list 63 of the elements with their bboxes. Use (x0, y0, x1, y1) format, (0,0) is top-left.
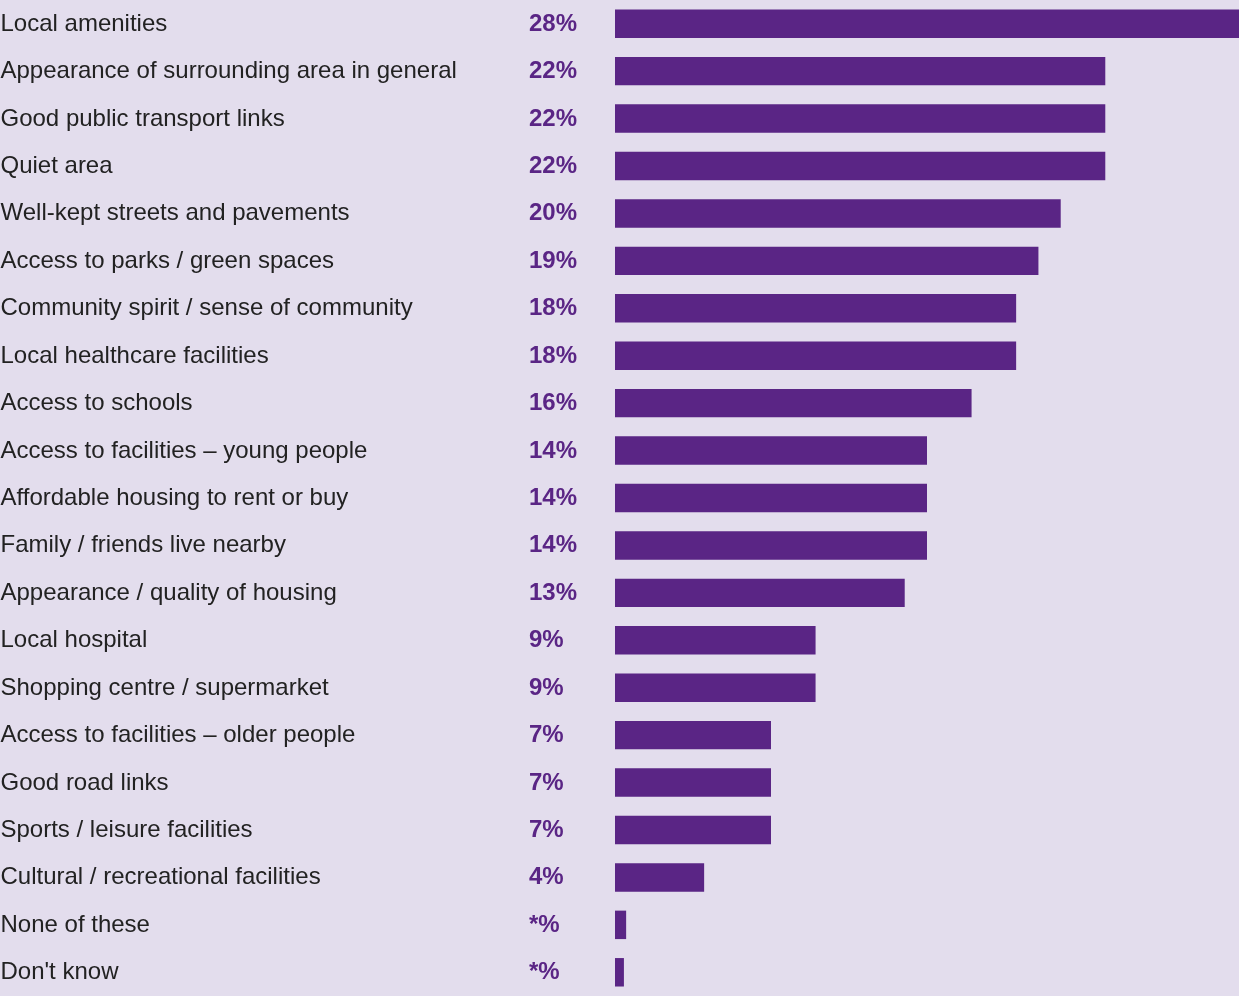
data-label: 19% (529, 245, 578, 273)
bar (615, 294, 1017, 323)
bar (615, 246, 1039, 276)
bar (615, 483, 927, 513)
y-tick-label: Access to parks / green spaces (0, 245, 334, 273)
data-label: 18% (529, 293, 578, 321)
bar (615, 578, 905, 608)
y-tick-label: Family / friends live nearby (0, 530, 286, 558)
data-label: 14% (529, 530, 578, 558)
bar (615, 768, 771, 797)
y-tick-label: Access to facilities – older people (0, 720, 356, 748)
y-tick-label: Local healthcare facilities (0, 340, 269, 368)
data-label: 18% (529, 340, 578, 368)
bar (615, 626, 816, 655)
data-label: 13% (529, 577, 578, 605)
bar (615, 673, 816, 702)
y-tick-label: Good road links (0, 767, 169, 795)
data-label: *% (529, 909, 560, 937)
data-label: 7% (529, 767, 564, 795)
y-tick-label: Don't know (0, 957, 120, 985)
data-label: 4% (529, 862, 564, 890)
bar (615, 958, 624, 987)
bar (615, 863, 705, 892)
y-tick-label: Good public transport links (0, 103, 285, 131)
data-label: 20% (529, 198, 578, 226)
data-label: 16% (529, 388, 578, 416)
data-label: 22% (529, 56, 578, 84)
y-tick-label: Sports / leisure facilities (0, 815, 253, 842)
data-label: 14% (529, 435, 578, 463)
y-tick-label: None of these (0, 909, 150, 937)
y-tick-label: Appearance of surrounding area in general (0, 56, 457, 84)
y-tick-label: Cultural / recreational facilities (0, 862, 321, 890)
y-tick-label: Community spirit / sense of community (0, 293, 413, 321)
bar (615, 341, 1017, 370)
bar (615, 436, 927, 465)
data-label: 22% (529, 103, 578, 131)
bar (615, 199, 1061, 228)
data-label: 7% (529, 720, 564, 748)
y-tick-label: Quiet area (0, 151, 114, 178)
data-label: 14% (529, 483, 578, 510)
y-tick-label: Access to facilities – young people (0, 435, 368, 463)
bar (615, 56, 1106, 86)
data-label: 9% (529, 672, 564, 700)
bar (615, 720, 771, 750)
bar (615, 9, 1239, 38)
data-label: 28% (529, 8, 578, 36)
bar (615, 910, 627, 940)
y-tick-label: Appearance / quality of housing (0, 577, 337, 605)
data-label: *% (529, 957, 560, 985)
y-tick-label: Local hospital (0, 625, 148, 653)
y-tick-label: Access to schools (0, 388, 193, 416)
bar (615, 388, 972, 418)
bar (615, 151, 1106, 181)
bar (615, 104, 1106, 133)
y-tick-label: Shopping centre / supermarket (0, 672, 330, 700)
bar (615, 815, 771, 845)
bar (615, 531, 927, 560)
y-tick-label: Local amenities (0, 8, 168, 36)
y-tick-label: Well-kept streets and pavements (0, 198, 350, 226)
data-label: 7% (529, 815, 564, 842)
data-label: 9% (529, 625, 564, 653)
y-tick-label: Affordable housing to rent or buy (0, 483, 349, 510)
data-label: 22% (529, 151, 578, 178)
